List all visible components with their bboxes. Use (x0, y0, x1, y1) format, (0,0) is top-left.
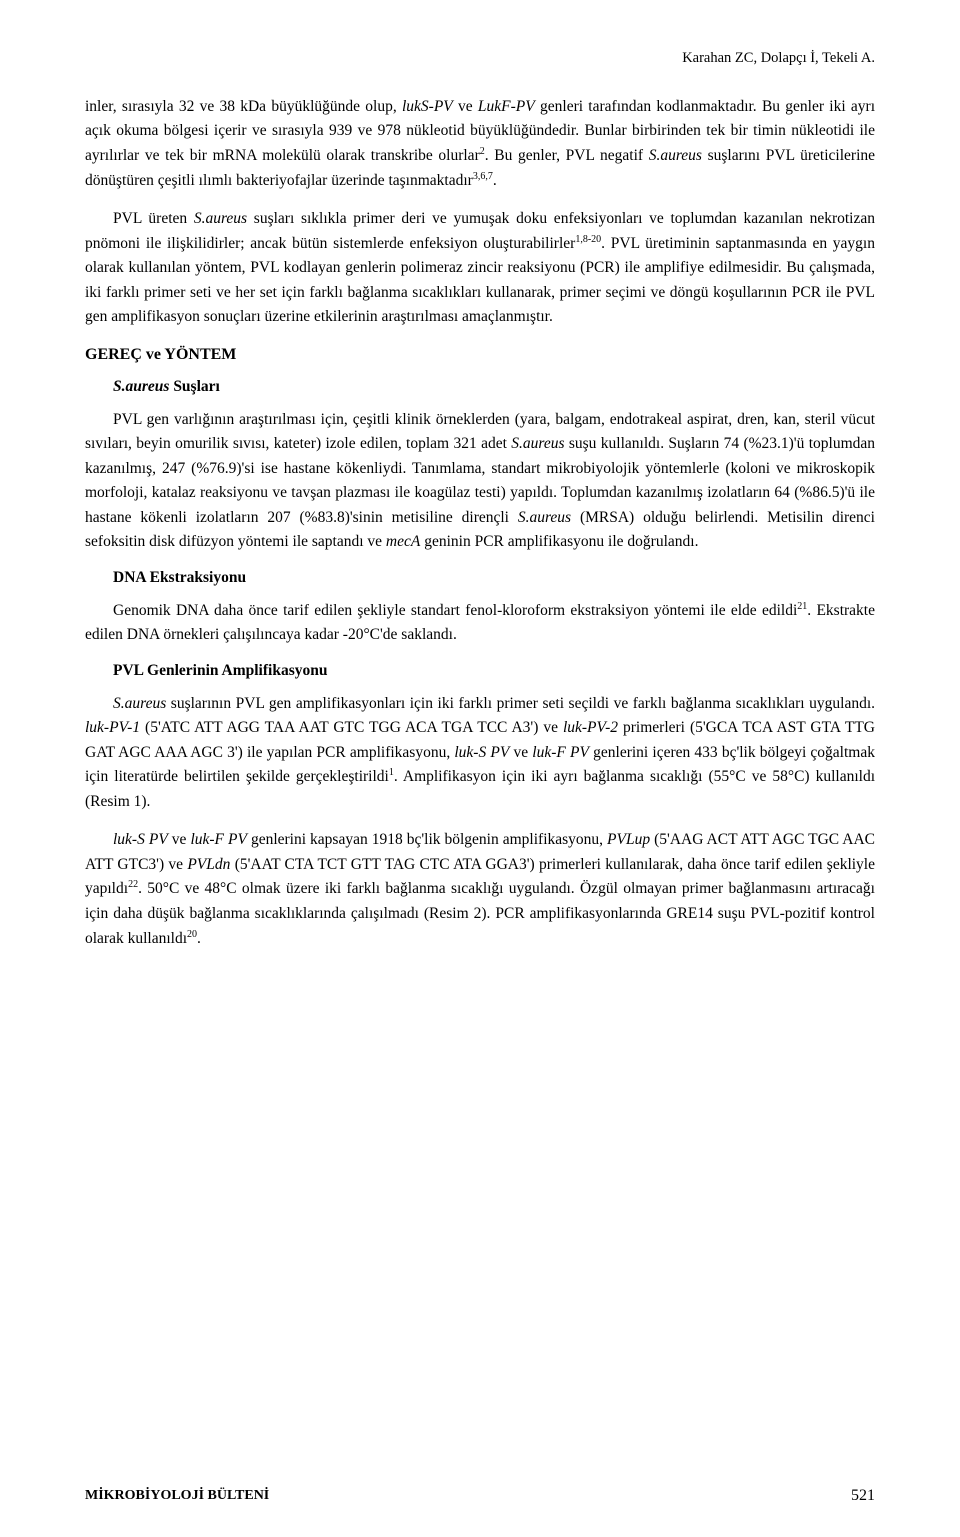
species-name: S.aureus (113, 378, 169, 395)
citation: 1,8-20 (575, 234, 601, 245)
text: genlerini kapsayan 1918 bç'lik bölgenin … (247, 831, 607, 848)
text: . Bu genler, PVL negatif (485, 147, 649, 164)
paragraph-3: PVL gen varlığının araştırılması için, ç… (85, 408, 875, 555)
text: ve (453, 98, 478, 115)
text: PVL üreten (113, 210, 194, 227)
footer-page-number: 521 (851, 1487, 875, 1505)
gene-name: LukF-PV (478, 98, 535, 115)
primer-name: luk-PV-1 (85, 719, 140, 736)
subsection-heading-strains: S.aureus Suşları (85, 378, 875, 396)
text: Genomik DNA daha önce tarif edilen şekli… (113, 602, 797, 619)
gene-name: luk-S PV (454, 744, 509, 761)
citation: 20 (187, 929, 197, 940)
paragraph-5: S.aureus suşlarının PVL gen amplifikasyo… (85, 692, 875, 815)
footer-journal-name: MİKROBİYOLOJİ BÜLTENİ (85, 1488, 269, 1504)
species-name: S.aureus (511, 435, 564, 452)
text: . 50°C ve 48°C olmak üzere iki farklı ba… (85, 881, 875, 947)
paragraph-2: PVL üreten S.aureus suşları sıklıkla pri… (85, 207, 875, 330)
text: suşlarının PVL gen amplifikasyonları içi… (166, 695, 875, 712)
paragraph-6: luk-S PV ve luk-F PV genlerini kapsayan … (85, 828, 875, 951)
citation: 21 (797, 601, 807, 612)
species-name: S.aureus (194, 210, 247, 227)
species-name: S.aureus (649, 147, 702, 164)
page-footer: MİKROBİYOLOJİ BÜLTENİ 521 (85, 1487, 875, 1505)
gene-name: luk-S PV (113, 831, 168, 848)
citation: 22 (128, 879, 138, 890)
text: . (493, 172, 497, 189)
text: ve (509, 744, 532, 761)
primer-name: luk-PV-2 (563, 719, 618, 736)
text: ve (168, 831, 191, 848)
gene-name: luk-F PV (532, 744, 589, 761)
subsection-heading-dna: DNA Ekstraksiyonu (85, 569, 875, 587)
section-heading-methods: GEREÇ ve YÖNTEM (85, 346, 875, 364)
paragraph-4: Genomik DNA daha önce tarif edilen şekli… (85, 599, 875, 648)
text: Suşları (169, 378, 219, 395)
species-name: S.aureus (518, 509, 571, 526)
gene-name: luk-F PV (190, 831, 247, 848)
species-name: S.aureus (113, 695, 166, 712)
primer-name: PVLup (607, 831, 650, 848)
text: geninin PCR amplifikasyonu ile doğruland… (420, 533, 698, 550)
subsection-heading-pvl: PVL Genlerinin Amplifikasyonu (85, 662, 875, 680)
text: inler, sırasıyla 32 ve 38 kDa büyüklüğün… (85, 98, 402, 115)
text: . (197, 930, 201, 947)
gene-name: mecA (386, 533, 420, 550)
header-authors: Karahan ZC, Dolapçı İ, Tekeli A. (85, 50, 875, 67)
text: (5'ATC ATT AGG TAA AAT GTC TGG ACA TGA T… (140, 719, 563, 736)
primer-name: PVLdn (187, 856, 230, 873)
paragraph-1: inler, sırasıyla 32 ve 38 kDa büyüklüğün… (85, 95, 875, 193)
gene-name: lukS-PV (402, 98, 453, 115)
citation: 3,6,7 (473, 171, 493, 182)
